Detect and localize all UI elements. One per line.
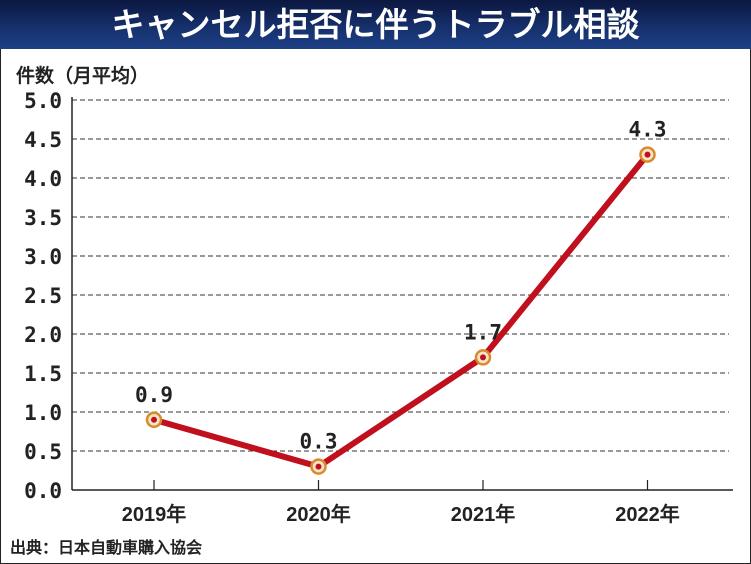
x-tick-label: 2022年 (615, 502, 680, 526)
x-tick-label: 2020年 (286, 502, 351, 526)
data-label: 1.7 (464, 320, 502, 344)
y-tick-label: 3.0 (24, 245, 62, 269)
y-tick-label: 2.5 (24, 284, 62, 308)
data-point (474, 349, 492, 366)
x-tick-label: 2021年 (451, 502, 516, 526)
y-tick-label: 0.0 (24, 479, 62, 503)
data-label: 0.9 (135, 383, 173, 407)
y-tick-label: 4.5 (24, 128, 62, 152)
x-tick-label: 2019年 (122, 502, 187, 526)
y-tick-label: 4.0 (24, 167, 62, 191)
series-line (153, 152, 650, 470)
y-tick-label: 0.5 (24, 440, 62, 464)
y-tick-label: 2.0 (24, 323, 62, 347)
data-point (639, 146, 656, 163)
y-tick-label: 5.0 (24, 89, 62, 113)
y-tick-labels: 0.0 0.5 1.0 1.5 2.0 2.5 3.0 3.5 4.0 4.5 5.0 (24, 89, 62, 503)
data-point (145, 411, 163, 429)
marker-dot (644, 151, 651, 158)
data-label: 4.3 (629, 118, 667, 142)
x-tick-labels: 2019年 2020年 2021年 2022年 (122, 502, 680, 526)
axes (71, 97, 733, 491)
data-labels: 0.9 0.3 1.7 4.3 (135, 118, 666, 454)
y-tick-label: 3.5 (24, 206, 62, 230)
chart-title: キャンセル拒否に伴うトラブル相談 (111, 5, 640, 44)
source-note: 出典：日本自動車購入協会 (10, 538, 202, 557)
data-label: 0.3 (300, 430, 338, 454)
y-tick-label: 1.5 (24, 362, 62, 386)
marker-dot (315, 463, 322, 470)
data-point (310, 458, 327, 475)
series (145, 146, 656, 475)
y-tick-label: 1.0 (24, 401, 62, 425)
title-bar: キャンセル拒否に伴うトラブル相談 (0, 0, 751, 49)
marker-dot (151, 416, 157, 423)
y-axis-title: 件数（月平均） (16, 64, 149, 87)
marker-dot (480, 354, 486, 361)
